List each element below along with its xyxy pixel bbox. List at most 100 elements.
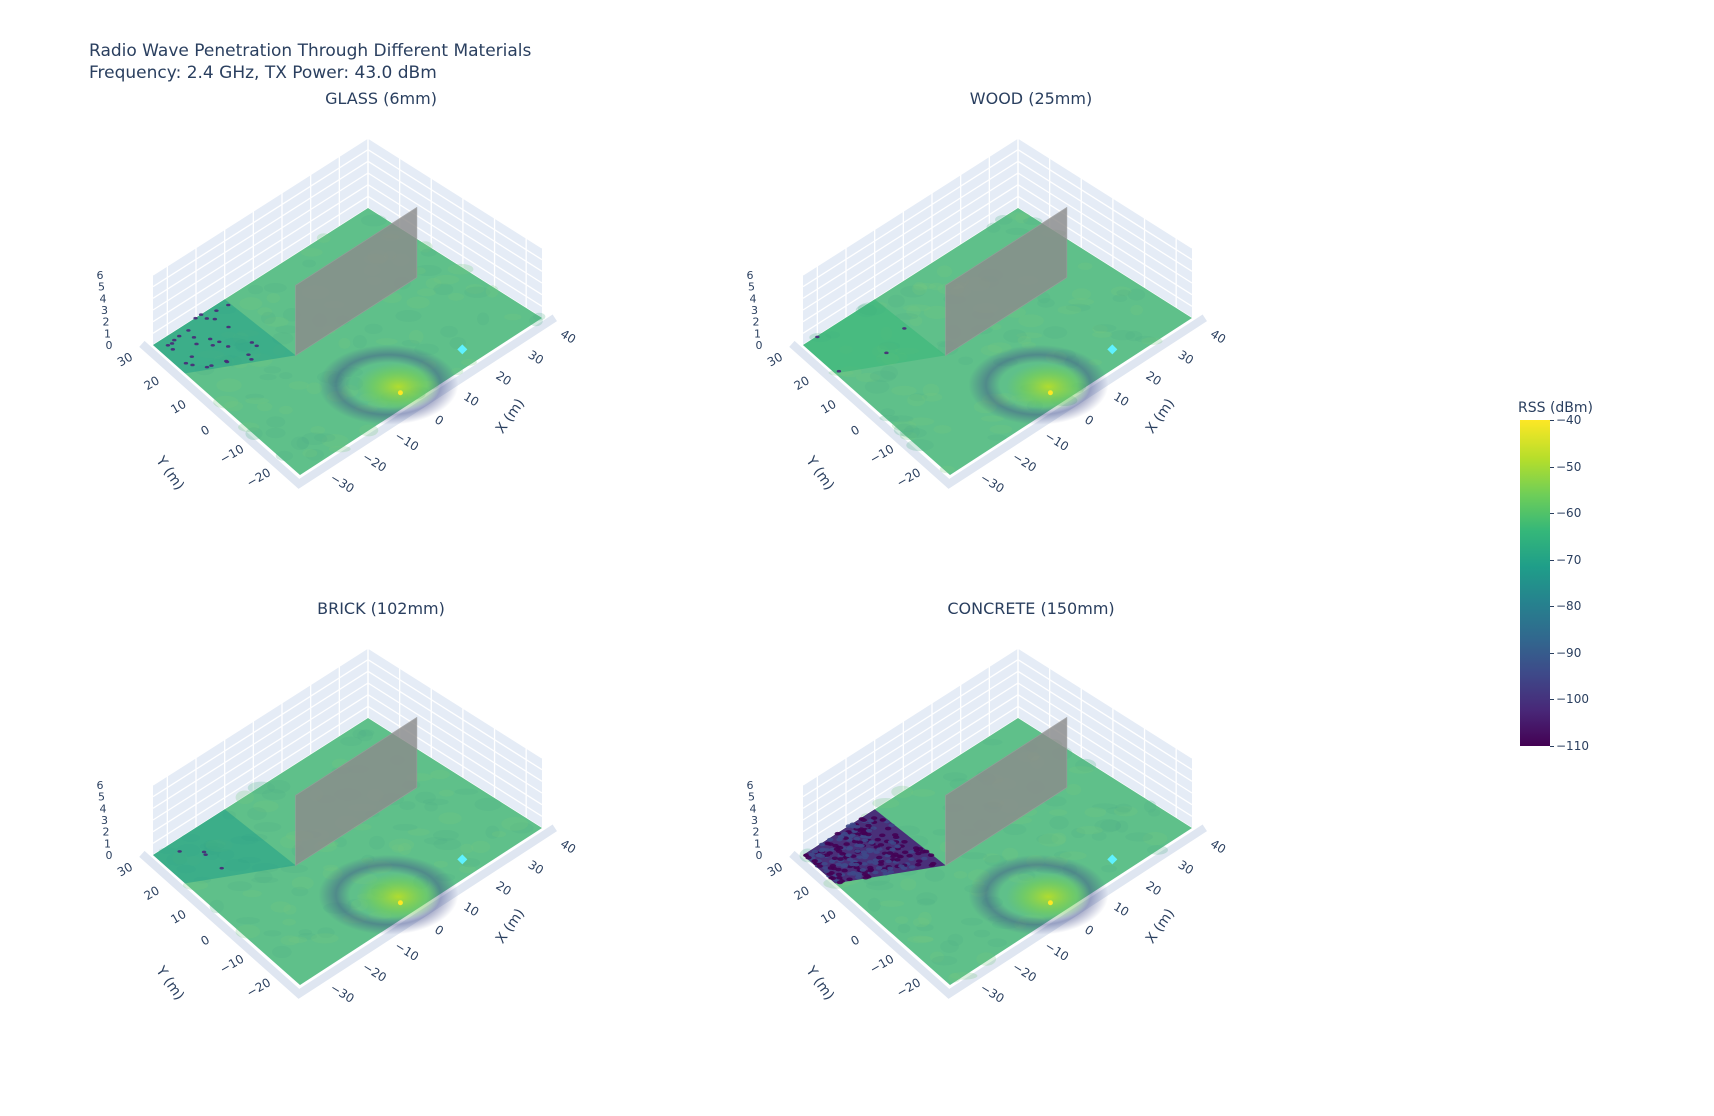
svg-text:4: 4 bbox=[100, 292, 107, 305]
receiver-marker-diamond-icon[interactable] bbox=[457, 344, 468, 355]
svg-text:30: 30 bbox=[115, 350, 135, 370]
scene-glass[interactable]: 0 1 2 3 4 5 6 −20 −10 0 10 20 30 Y (m) −30 −20 −10 0 10 20 3… bbox=[80, 137, 600, 504]
y-axis-label: Y (m) bbox=[152, 453, 187, 494]
x-axis-label: X (m) bbox=[493, 906, 528, 947]
svg-text:0: 0 bbox=[106, 339, 113, 352]
svg-text:−20: −20 bbox=[894, 975, 923, 1000]
y-axis-label: Y (m) bbox=[802, 963, 837, 1004]
rss-heatmap-surface bbox=[799, 718, 1192, 985]
svg-text:2: 2 bbox=[103, 316, 110, 329]
svg-text:4: 4 bbox=[100, 802, 107, 815]
colorbar-gradient bbox=[1520, 420, 1550, 746]
svg-text:−30: −30 bbox=[978, 470, 1007, 495]
svg-text:1: 1 bbox=[754, 327, 761, 340]
svg-text:10: 10 bbox=[818, 397, 838, 417]
svg-text:−10: −10 bbox=[217, 442, 246, 467]
subplot-title-wood: WOOD (25mm) bbox=[969, 89, 1093, 108]
receiver-marker-diamond-icon[interactable] bbox=[457, 854, 468, 865]
svg-text:40: 40 bbox=[558, 837, 578, 857]
svg-text:20: 20 bbox=[142, 373, 162, 393]
svg-text:6: 6 bbox=[97, 779, 104, 792]
svg-text:5: 5 bbox=[748, 791, 755, 804]
transmitter-point bbox=[1047, 390, 1053, 396]
svg-text:−20: −20 bbox=[1010, 450, 1039, 475]
svg-text:−20: −20 bbox=[894, 465, 923, 490]
svg-text:−10: −10 bbox=[1042, 939, 1071, 964]
svg-text:20: 20 bbox=[142, 883, 162, 903]
svg-text:5: 5 bbox=[98, 281, 105, 294]
svg-text:−20: −20 bbox=[1010, 960, 1039, 985]
svg-text:3: 3 bbox=[101, 304, 108, 317]
receiver-marker-diamond-icon[interactable] bbox=[1107, 344, 1118, 355]
svg-text:20: 20 bbox=[493, 368, 513, 388]
svg-text:0: 0 bbox=[106, 849, 113, 862]
svg-text:20: 20 bbox=[792, 883, 812, 903]
x-axis-label: X (m) bbox=[1143, 906, 1178, 947]
grid-lines bbox=[152, 137, 543, 346]
scene-wood[interactable]: 0 1 2 3 4 5 6 −20 −10 0 10 20 30 Y (m) −30 −20 −10 0 10 20 3… bbox=[730, 137, 1250, 504]
scene-concrete[interactable]: 0 1 2 3 4 5 6 −20 −10 0 10 20 30 Y (m) −30 −20 −10 0 10 20 3… bbox=[730, 647, 1250, 1014]
title-line-1: Radio Wave Penetration Through Different… bbox=[89, 41, 532, 61]
svg-text:30: 30 bbox=[526, 348, 546, 368]
svg-text:−20: −20 bbox=[360, 450, 389, 475]
svg-text:4: 4 bbox=[750, 802, 757, 815]
svg-text:−20: −20 bbox=[244, 975, 273, 1000]
colorbar-tick: −110 bbox=[1550, 739, 1589, 753]
svg-text:−30: −30 bbox=[328, 470, 357, 495]
svg-text:20: 20 bbox=[493, 878, 513, 898]
transmitter-point bbox=[397, 900, 403, 906]
material-wall bbox=[945, 716, 1068, 867]
svg-text:0: 0 bbox=[756, 849, 763, 862]
svg-text:6: 6 bbox=[97, 269, 104, 282]
svg-text:−30: −30 bbox=[328, 980, 357, 1005]
subplot-title-brick: BRICK (102mm) bbox=[317, 599, 445, 618]
colorbar-title: RSS (dBm) bbox=[1518, 400, 1594, 416]
svg-text:20: 20 bbox=[1143, 368, 1163, 388]
colorbar-tick: −80 bbox=[1550, 599, 1581, 613]
transmitter-point bbox=[1047, 900, 1053, 906]
svg-text:20: 20 bbox=[1143, 878, 1163, 898]
svg-text:10: 10 bbox=[461, 899, 481, 919]
svg-text:0: 0 bbox=[198, 932, 212, 948]
colorbar-tick: −90 bbox=[1550, 646, 1581, 660]
svg-text:0: 0 bbox=[198, 422, 212, 438]
svg-text:3: 3 bbox=[751, 814, 758, 827]
subplot-title-concrete: CONCRETE (150mm) bbox=[947, 599, 1115, 618]
material-wall bbox=[295, 206, 418, 357]
svg-text:10: 10 bbox=[168, 397, 188, 417]
scene-brick[interactable]: 0 1 2 3 4 5 6 −20 −10 0 10 20 30 Y (m) −30 −20 −10 0 10 20 3… bbox=[80, 647, 600, 1014]
svg-text:−10: −10 bbox=[392, 429, 421, 454]
svg-text:5: 5 bbox=[748, 281, 755, 294]
svg-text:−10: −10 bbox=[867, 952, 896, 977]
svg-text:30: 30 bbox=[115, 860, 135, 880]
svg-text:5: 5 bbox=[98, 791, 105, 804]
colorbar-tick: −50 bbox=[1550, 460, 1581, 474]
subplot-title-glass: GLASS (6mm) bbox=[325, 89, 437, 108]
svg-text:2: 2 bbox=[753, 316, 760, 329]
svg-text:30: 30 bbox=[765, 860, 785, 880]
svg-text:6: 6 bbox=[747, 779, 754, 792]
x-axis-label: X (m) bbox=[493, 396, 528, 437]
svg-text:40: 40 bbox=[558, 327, 578, 347]
svg-text:10: 10 bbox=[461, 389, 481, 409]
x-axis-label: X (m) bbox=[1143, 396, 1178, 437]
svg-text:0: 0 bbox=[848, 932, 862, 948]
svg-text:−10: −10 bbox=[217, 952, 246, 977]
receiver-marker-diamond-icon[interactable] bbox=[1107, 854, 1118, 865]
svg-text:10: 10 bbox=[1111, 389, 1131, 409]
svg-text:40: 40 bbox=[1208, 837, 1228, 857]
svg-text:30: 30 bbox=[1176, 858, 1196, 878]
colorbar-tick: −60 bbox=[1550, 506, 1581, 520]
material-wall bbox=[945, 206, 1068, 357]
svg-text:0: 0 bbox=[848, 422, 862, 438]
svg-text:20: 20 bbox=[792, 373, 812, 393]
svg-text:−20: −20 bbox=[244, 465, 273, 490]
